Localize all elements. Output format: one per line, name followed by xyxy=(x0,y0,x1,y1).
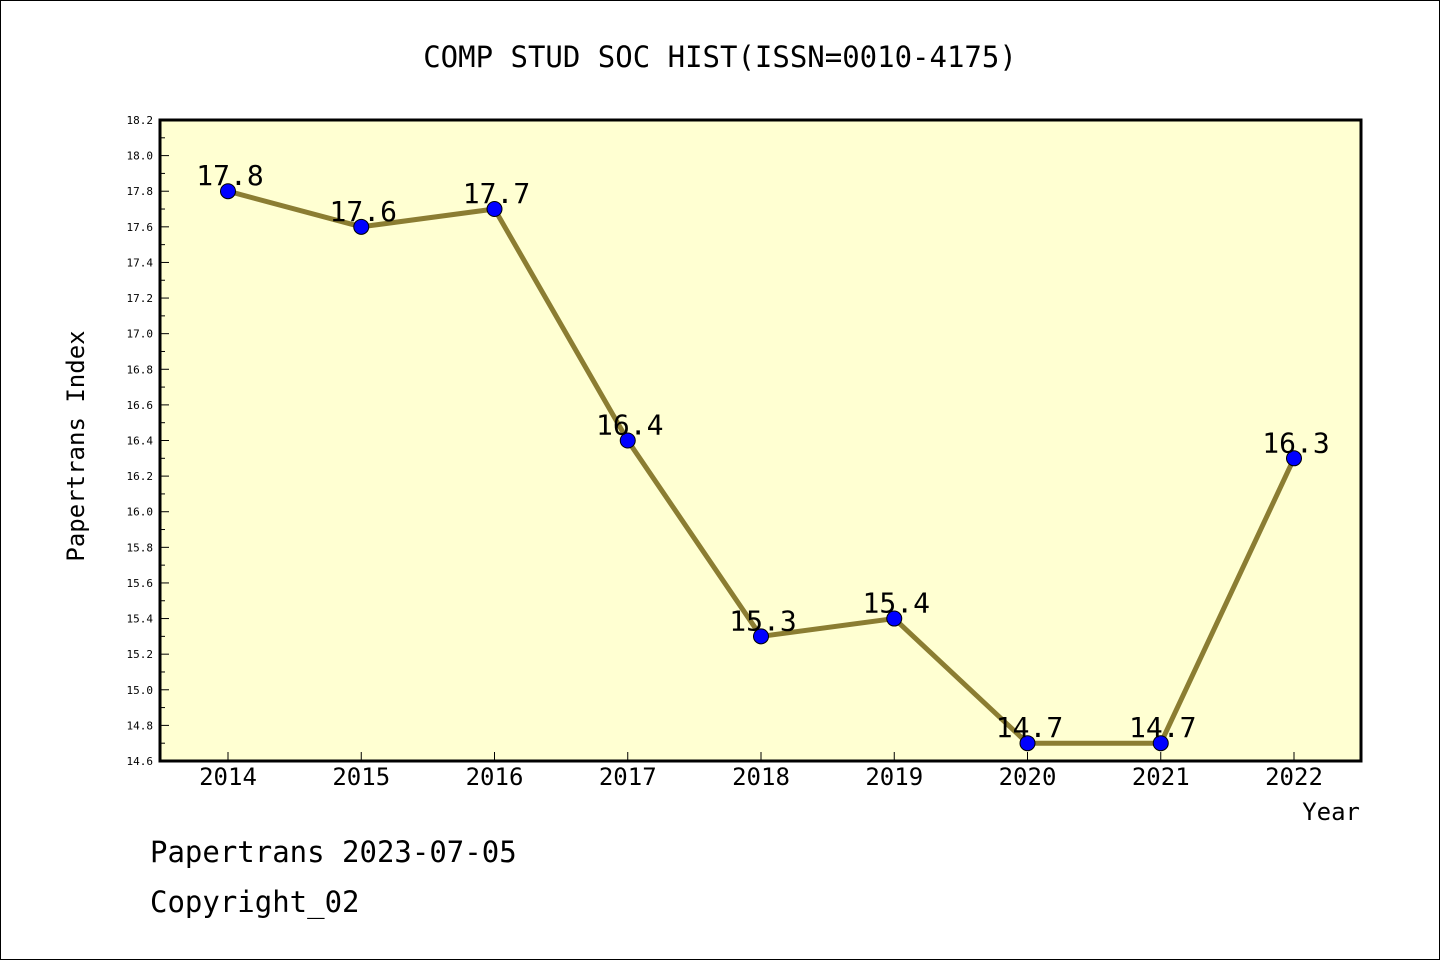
data-label: 17.6 xyxy=(330,195,397,228)
data-label: 14.7 xyxy=(996,711,1063,744)
y-tick-label: 16.6 xyxy=(127,399,154,412)
data-label: 16.3 xyxy=(1262,426,1329,459)
x-tick-label: 2014 xyxy=(199,763,257,791)
y-tick-label: 17.2 xyxy=(127,292,154,305)
x-tick-label: 2015 xyxy=(332,763,390,791)
x-tick-label: 2022 xyxy=(1265,763,1323,791)
data-point xyxy=(619,432,636,449)
x-tick-label: 2017 xyxy=(599,763,657,791)
data-label: 17.7 xyxy=(463,177,530,210)
y-tick-label: 17.6 xyxy=(127,221,154,234)
y-tick-label: 18.0 xyxy=(127,150,154,163)
y-tick-label: 17.0 xyxy=(127,328,154,341)
data-label: 17.8 xyxy=(196,159,263,192)
y-tick-label: 18.2 xyxy=(127,114,154,127)
x-tick-label: 2016 xyxy=(466,763,524,791)
x-axis-label: Year xyxy=(1302,798,1360,826)
y-tick-label: 15.8 xyxy=(127,541,154,554)
x-tick-label: 2021 xyxy=(1132,763,1190,791)
y-tick-label: 15.2 xyxy=(127,648,154,661)
y-tick-label: 16.0 xyxy=(127,506,154,519)
data-point xyxy=(1019,735,1036,752)
y-tick-label: 15.0 xyxy=(127,684,154,697)
x-tick-label: 2019 xyxy=(865,763,923,791)
data-markers xyxy=(220,183,1302,752)
y-axis-label: Papertrans Index xyxy=(62,330,90,561)
data-label: 15.3 xyxy=(729,604,796,637)
x-axis: 2014 2015 2016 2017 2018 2019 2020 2021 2022 xyxy=(199,752,1323,791)
y-tick-label: 15.6 xyxy=(127,577,154,590)
x-tick-label: 2018 xyxy=(732,763,790,791)
data-labels: 17.8 17.6 17.7 16.4 15.3 15.4 14.7 14.7 16.3 xyxy=(196,159,1329,744)
chart-title: COMP STUD SOC HIST(ISSN=0010-4175) xyxy=(423,40,1017,74)
y-tick-label: 16.2 xyxy=(127,470,154,483)
data-point xyxy=(753,628,769,645)
data-point xyxy=(220,183,236,200)
data-label: 14.7 xyxy=(1129,711,1196,744)
footer-date: Papertrans 2023-07-05 xyxy=(150,835,517,869)
data-point xyxy=(486,201,503,218)
y-tick-label: 14.8 xyxy=(127,719,154,732)
y-tick-label: 16.8 xyxy=(127,363,154,376)
x-tick-label: 2020 xyxy=(999,763,1057,791)
y-tick-label: 16.4 xyxy=(127,435,154,448)
data-point xyxy=(886,610,903,627)
footer-copyright: Copyright_02 xyxy=(150,885,360,919)
y-tick-label: 17.8 xyxy=(127,185,154,198)
data-label: 16.4 xyxy=(596,409,663,442)
data-point xyxy=(1286,450,1302,467)
y-tick-label: 15.4 xyxy=(127,613,154,626)
y-tick-label: 14.6 xyxy=(127,755,154,768)
data-point xyxy=(353,218,370,235)
y-axis: 14.6 14.8 15.0 15.2 15.4 15.6 15.8 16.0 16.2 16.4… xyxy=(127,114,169,768)
data-label: 15.4 xyxy=(863,587,930,620)
y-tick-label: 17.4 xyxy=(127,256,154,269)
data-point xyxy=(1152,735,1169,752)
